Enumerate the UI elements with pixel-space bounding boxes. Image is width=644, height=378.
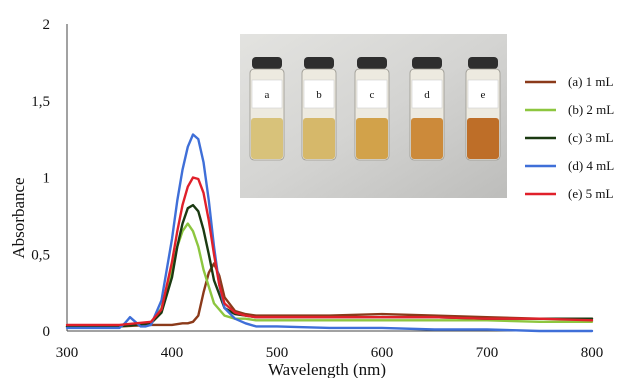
vial-sticker (467, 79, 499, 109)
legend-label: (b) 2 mL (568, 102, 614, 117)
vial-sticker (411, 79, 443, 109)
vial-cap (357, 57, 387, 69)
vial-sticker (356, 79, 388, 109)
vial-letter: e (481, 89, 486, 101)
vial-liquid (467, 118, 499, 159)
x-tick-label: 300 (56, 345, 79, 361)
vial-liquid (251, 118, 283, 159)
vial-cap (304, 57, 334, 69)
vial-cap (412, 57, 442, 69)
x-tick-label: 700 (476, 345, 499, 361)
vial: c (354, 57, 390, 161)
y-tick-label: 1,5 (31, 94, 50, 110)
y-tick-label: 0 (43, 324, 51, 340)
vial: e (465, 57, 501, 161)
legend-label: (d) 4 mL (568, 158, 614, 173)
series-line-1 (65, 262, 594, 328)
axis-ticks: 300 400 500 600 700 800 0 0,5 1 1,5 2 (31, 17, 603, 361)
vial-cap (252, 57, 282, 69)
vial-liquid (303, 118, 335, 159)
vial-sticker (251, 79, 283, 109)
y-tick-label: 1 (43, 171, 51, 187)
series-lines (65, 133, 594, 333)
x-tick-label: 500 (266, 345, 289, 361)
legend-label: (c) 3 mL (568, 130, 614, 145)
vial-cap (468, 57, 498, 69)
vial-sticker (303, 79, 335, 109)
vial-letter: d (424, 89, 430, 101)
x-tick-label: 800 (581, 345, 604, 361)
x-axis-title: Wavelength (nm) (268, 360, 386, 378)
x-tick-label: 600 (371, 345, 394, 361)
vial-letter: a (265, 89, 270, 101)
vials-photo-inset: a b c d e (240, 34, 507, 198)
x-tick-label: 400 (161, 345, 184, 361)
vial: a (249, 57, 285, 161)
vial-liquid (356, 118, 388, 159)
vial-letter: b (316, 89, 322, 101)
series-line-5 (65, 176, 594, 327)
y-axis-title: Absorbance (9, 177, 28, 258)
legend-label: (e) 5 mL (568, 186, 614, 201)
series-line-4 (65, 133, 594, 333)
vial: b (301, 57, 337, 161)
legend-label: (a) 1 mL (568, 74, 614, 89)
vial-letter: c (370, 89, 375, 101)
y-tick-label: 2 (43, 17, 51, 33)
vial: d (409, 57, 445, 161)
legend: (a) 1 mL (b) 2 mL (c) 3 mL (d) 4 mL (e) 5 mL (525, 74, 614, 201)
vial-liquid (411, 118, 443, 159)
y-tick-label: 0,5 (31, 247, 50, 263)
